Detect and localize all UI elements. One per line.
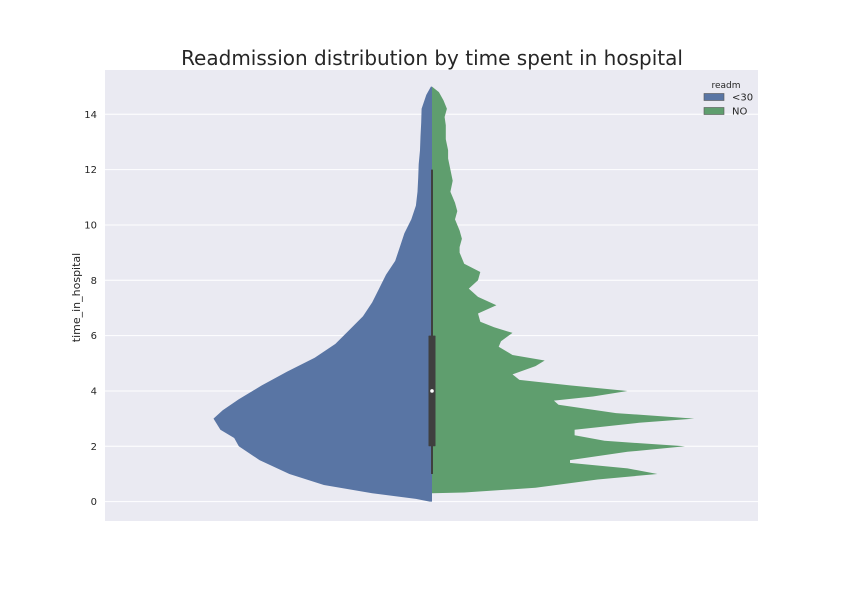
legend-swatch-1 xyxy=(703,107,725,115)
y-axis-ticks: 0 2 4 6 8 10 12 14 xyxy=(84,110,97,508)
y-tick-14: 14 xyxy=(84,110,97,121)
violin-half-left xyxy=(213,86,432,502)
legend-title: readm xyxy=(711,81,740,91)
chart-title: Readmission distribution by time spent i… xyxy=(181,46,683,70)
legend[interactable]: readm <30 NO xyxy=(703,81,753,118)
legend-label-0: <30 xyxy=(732,93,753,104)
y-tick-12: 12 xyxy=(84,165,97,176)
y-tick-2: 2 xyxy=(91,442,97,453)
violin-half-right xyxy=(432,86,695,494)
legend-label-1: NO xyxy=(732,107,747,118)
y-tick-6: 6 xyxy=(91,331,97,342)
box-median xyxy=(430,389,434,393)
violin-group xyxy=(213,86,695,502)
y-tick-0: 0 xyxy=(91,497,97,508)
y-tick-8: 8 xyxy=(91,276,97,287)
inner-box xyxy=(428,169,436,474)
legend-swatch-0 xyxy=(703,93,725,101)
y-axis-label: time_in_hospital xyxy=(70,253,83,342)
y-tick-4: 4 xyxy=(91,386,97,397)
y-tick-10: 10 xyxy=(84,220,97,231)
